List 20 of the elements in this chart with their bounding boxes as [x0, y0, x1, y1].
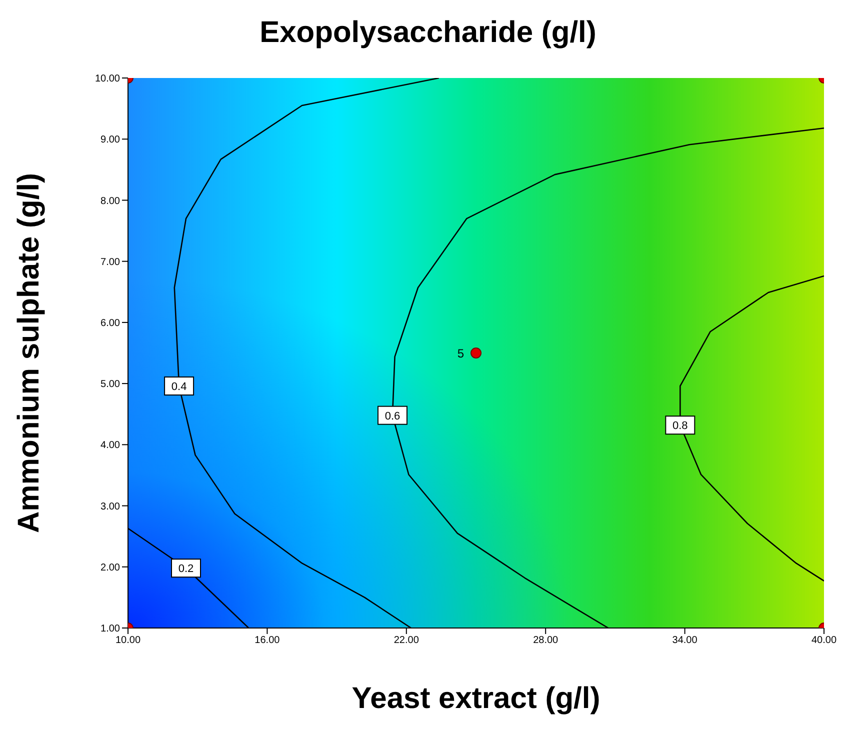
- y-tick-label: 3.00: [100, 501, 120, 512]
- x-tick-label: 16.00: [254, 635, 280, 646]
- y-tick-label: 9.00: [100, 134, 120, 146]
- x-tick-label: 34.00: [672, 635, 698, 646]
- annotation: 5: [457, 346, 464, 360]
- x-tick-label: 28.00: [533, 635, 559, 646]
- y-tick-label: 6.00: [100, 318, 120, 329]
- y-tick-label: 10.00: [94, 74, 120, 85]
- y-tick-label: 2.00: [100, 562, 120, 574]
- x-axis-title: Yeast extract (g/l): [352, 682, 600, 715]
- x-tick-label: 40.00: [811, 635, 837, 646]
- x-tick-label: 10.00: [115, 635, 141, 646]
- y-tick-label: 7.00: [100, 256, 120, 268]
- y-axis-title: Ammonium sulphate (g/l): [12, 173, 46, 533]
- y-tick-label: 8.00: [100, 196, 120, 207]
- y-tick-label: 1.00: [100, 624, 120, 635]
- y-tick-label: 4.00: [100, 440, 120, 452]
- chart-title: Exopolysaccharide (g/l): [258, 16, 598, 50]
- x-tick-label: 22.00: [394, 635, 420, 646]
- y-tick-label: 5.00: [100, 379, 120, 390]
